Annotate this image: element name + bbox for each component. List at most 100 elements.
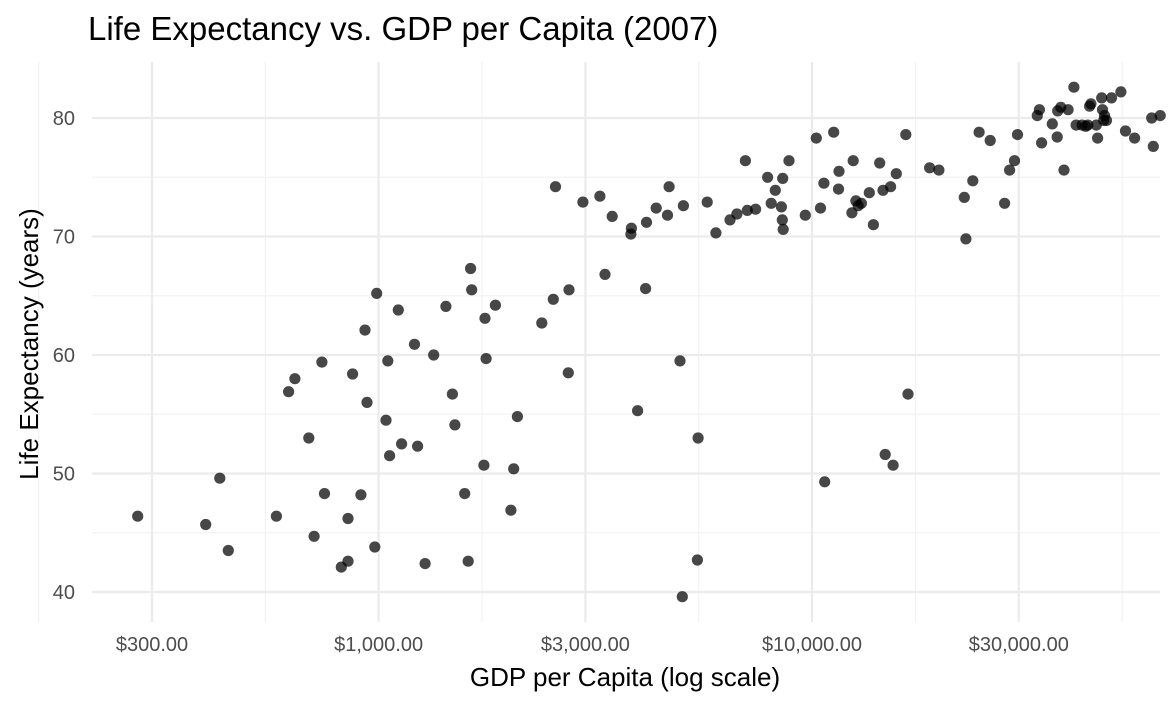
data-point: [739, 155, 752, 167]
data-point: [640, 283, 652, 295]
data-point: [933, 164, 945, 176]
data-point: [799, 209, 811, 221]
data-point: [316, 356, 328, 368]
data-point: [1115, 86, 1127, 98]
data-point: [380, 414, 392, 426]
data-point: [1154, 110, 1166, 122]
data-point: [1036, 137, 1048, 149]
data-point: [489, 299, 501, 311]
x-axis-tick-labels: $300.00 $1,000.00 $3,000.00 $10,000.00 $30,0…: [116, 634, 1069, 656]
data-point: [303, 432, 315, 444]
data-point: [663, 181, 675, 193]
data-point: [459, 488, 471, 500]
data-point: [1147, 140, 1159, 152]
data-point: [674, 355, 686, 367]
data-point: [676, 591, 688, 603]
y-tick-label: 60: [53, 345, 75, 367]
data-point: [863, 187, 875, 199]
x-axis-title: GDP per Capita (log scale): [470, 662, 780, 692]
data-point: [924, 162, 936, 174]
data-point: [769, 184, 781, 196]
data-point: [594, 190, 606, 202]
data-point: [1085, 98, 1097, 110]
data-point: [563, 284, 575, 296]
data-point: [342, 555, 354, 567]
data-point: [361, 396, 373, 408]
data-point: [999, 197, 1011, 209]
data-point: [1008, 155, 1021, 167]
data-point: [1129, 132, 1141, 144]
data-point: [419, 558, 431, 570]
data-point: [1105, 92, 1118, 104]
data-point: [814, 202, 827, 214]
y-axis-title: Life Expectancy (years): [14, 208, 44, 480]
data-point: [818, 177, 830, 189]
data-point: [408, 338, 421, 350]
data-point: [536, 317, 548, 329]
data-point: [1062, 104, 1074, 116]
data-point: [973, 126, 985, 138]
data-point: [1092, 132, 1104, 144]
data-point: [960, 233, 972, 245]
x-tick-label: $10,000.00: [762, 634, 862, 656]
data-point: [392, 304, 404, 316]
data-point: [549, 181, 562, 193]
data-point: [466, 284, 478, 296]
x-tick-label: $300.00: [116, 634, 188, 656]
data-point: [508, 463, 520, 475]
data-point: [412, 440, 424, 452]
data-point: [384, 450, 396, 462]
data-point: [465, 262, 477, 275]
data-point: [1146, 112, 1158, 124]
data-point: [283, 386, 295, 398]
data-point: [885, 181, 897, 193]
data-point: [677, 200, 690, 212]
x-tick-label: $3,000.00: [541, 634, 630, 656]
y-tick-label: 70: [53, 227, 75, 249]
data-point: [440, 300, 452, 312]
data-points: [132, 81, 1166, 603]
data-point: [661, 209, 674, 221]
data-point: [1096, 92, 1108, 104]
data-point: [289, 373, 301, 385]
data-point: [691, 554, 704, 566]
data-point: [214, 472, 226, 484]
y-axis-tick-labels: 40 50 60 70 80: [53, 108, 75, 604]
data-point: [449, 419, 461, 431]
data-point: [1051, 131, 1063, 143]
data-point: [369, 541, 381, 553]
data-point: [428, 349, 440, 361]
data-point: [396, 438, 408, 450]
data-point: [1046, 118, 1058, 130]
data-point: [775, 201, 788, 213]
data-point: [650, 202, 662, 214]
data-point: [833, 165, 845, 177]
data-point: [505, 504, 517, 516]
data-point: [847, 155, 859, 167]
data-point: [480, 353, 492, 365]
x-tick-label: $1,000.00: [334, 634, 423, 656]
data-point: [599, 268, 611, 280]
data-point: [640, 216, 653, 228]
data-point: [783, 155, 795, 167]
data-point: [625, 222, 638, 234]
data-point: [1011, 129, 1024, 141]
data-point: [318, 488, 331, 500]
data-point: [890, 168, 902, 180]
data-point: [371, 287, 383, 299]
data-point: [200, 518, 212, 531]
data-point: [984, 134, 996, 147]
data-point: [819, 476, 831, 488]
major-gridlines: [92, 62, 1160, 622]
data-point: [874, 157, 886, 169]
data-point: [777, 223, 789, 235]
data-point: [382, 355, 394, 367]
data-point: [828, 126, 840, 138]
chart-title: Life Expectancy vs. GDP per Capita (2007…: [88, 10, 718, 47]
data-point: [1100, 114, 1113, 126]
data-point: [562, 367, 574, 379]
data-point: [967, 175, 979, 187]
data-point: [547, 293, 559, 305]
data-point: [832, 183, 845, 195]
data-point: [958, 191, 970, 203]
